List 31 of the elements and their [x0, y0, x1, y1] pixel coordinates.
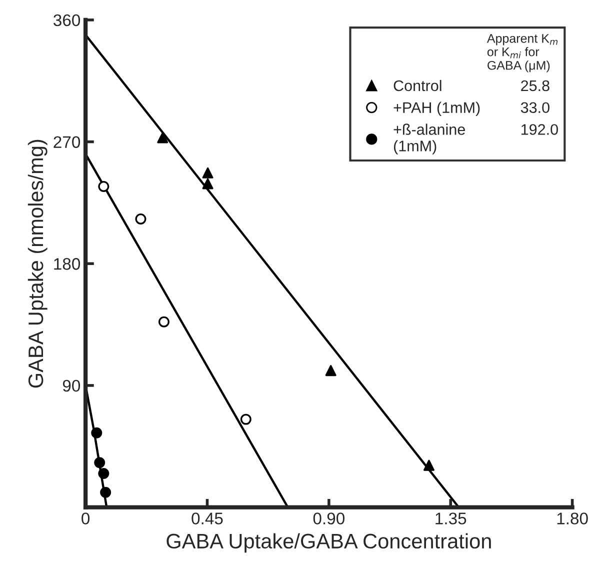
point — [325, 365, 336, 376]
y-tick-label: 180 — [54, 258, 80, 270]
x-tick-label: 1.35 — [436, 512, 466, 524]
annotation: 25.8 — [521, 80, 550, 92]
x-axis-title: GABA Uptake/GABA Concentration — [166, 533, 491, 553]
legend-label: +ß-alanine (1mM) — [394, 124, 465, 154]
x-tick-label: 0.90 — [313, 512, 344, 524]
point — [157, 132, 168, 144]
point — [91, 427, 102, 438]
point — [158, 316, 170, 328]
text: Apparent K$_{m}$ or K$_{mi}$ for GABA (μM) — [486, 34, 558, 72]
annotation: 192.0 — [521, 124, 558, 135]
annotation: 33.0 — [520, 102, 550, 114]
point — [423, 460, 434, 471]
x-tick-label: 0.45 — [192, 512, 223, 524]
x-tick-label: 0 — [82, 512, 90, 524]
point — [202, 167, 214, 178]
x-tick-label: 1.80 — [557, 512, 588, 524]
point — [98, 180, 110, 192]
point — [135, 213, 146, 224]
point — [202, 178, 214, 190]
point — [98, 468, 110, 479]
point — [100, 486, 112, 498]
legend-label: Control — [394, 80, 442, 92]
y-tick-label: 360 — [54, 14, 80, 26]
y-tick-label: 270 — [54, 136, 80, 148]
y-tick-label: 90 — [62, 380, 80, 392]
point — [94, 457, 106, 468]
point — [240, 414, 252, 425]
legend-label: +PAH (1mM) — [394, 102, 480, 116]
y-axis-title: GABA Uptake (nmoles/mg) — [28, 140, 48, 388]
